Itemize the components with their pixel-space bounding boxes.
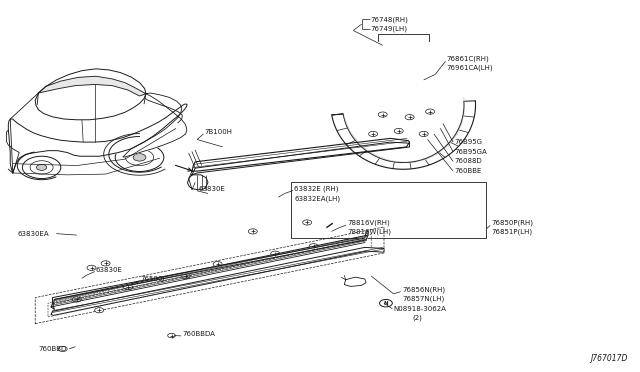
- Polygon shape: [423, 153, 440, 160]
- Text: (2): (2): [413, 315, 422, 321]
- Text: 63832E (RH): 63832E (RH): [294, 186, 339, 192]
- Text: 76748(RH): 76748(RH): [370, 16, 408, 23]
- Text: 78816W(LH): 78816W(LH): [348, 229, 392, 235]
- Circle shape: [380, 299, 392, 307]
- Text: J767017D: J767017D: [590, 354, 627, 363]
- Polygon shape: [397, 162, 416, 163]
- Text: N08918-3062A: N08918-3062A: [394, 306, 447, 312]
- Circle shape: [125, 149, 154, 166]
- Text: 76850P(RH): 76850P(RH): [492, 219, 534, 226]
- Circle shape: [58, 346, 67, 352]
- Polygon shape: [35, 69, 146, 120]
- Circle shape: [101, 261, 110, 266]
- Circle shape: [36, 164, 47, 170]
- Polygon shape: [353, 137, 365, 149]
- Polygon shape: [435, 144, 450, 154]
- Polygon shape: [362, 147, 377, 156]
- Text: N: N: [383, 301, 388, 306]
- Circle shape: [309, 244, 318, 249]
- Circle shape: [30, 161, 53, 174]
- Text: 63832EA(LH): 63832EA(LH): [294, 195, 340, 202]
- Circle shape: [426, 109, 435, 114]
- Circle shape: [271, 251, 280, 256]
- Circle shape: [95, 308, 104, 313]
- Text: 760BBE: 760BBE: [454, 168, 482, 174]
- Polygon shape: [123, 93, 187, 157]
- Text: 760BBDA: 760BBDA: [182, 331, 215, 337]
- Text: 76500J: 76500J: [141, 276, 165, 282]
- Text: 63830E: 63830E: [96, 267, 123, 273]
- Circle shape: [72, 297, 81, 302]
- Polygon shape: [347, 126, 356, 140]
- Polygon shape: [454, 123, 462, 137]
- Polygon shape: [410, 158, 429, 162]
- Polygon shape: [51, 231, 368, 310]
- Polygon shape: [463, 98, 464, 114]
- Circle shape: [394, 128, 403, 134]
- Text: 76961CA(LH): 76961CA(LH): [447, 65, 493, 71]
- Text: 76088D: 76088D: [454, 158, 482, 164]
- Polygon shape: [344, 277, 366, 286]
- Polygon shape: [49, 109, 58, 112]
- Circle shape: [303, 220, 312, 225]
- Circle shape: [87, 265, 96, 270]
- Text: 76B95GA: 76B95GA: [454, 149, 487, 155]
- Circle shape: [133, 154, 146, 161]
- Circle shape: [124, 285, 132, 290]
- Polygon shape: [384, 160, 403, 163]
- Polygon shape: [188, 175, 208, 190]
- Polygon shape: [192, 142, 410, 175]
- Text: 760BBD: 760BBD: [38, 346, 67, 352]
- Circle shape: [115, 143, 164, 171]
- Text: 76B95G: 76B95G: [454, 139, 483, 145]
- Text: 76857N(LH): 76857N(LH): [402, 296, 444, 302]
- Text: 76851P(LH): 76851P(LH): [492, 229, 532, 235]
- Circle shape: [248, 229, 257, 234]
- Circle shape: [378, 112, 387, 117]
- Text: 76861C(RH): 76861C(RH): [447, 55, 490, 62]
- Circle shape: [181, 273, 190, 279]
- Circle shape: [419, 131, 428, 137]
- Text: 76856N(RH): 76856N(RH): [402, 286, 445, 293]
- Circle shape: [213, 262, 222, 267]
- Polygon shape: [8, 104, 187, 173]
- Circle shape: [168, 333, 175, 338]
- Circle shape: [405, 115, 414, 120]
- Polygon shape: [51, 247, 384, 315]
- Circle shape: [369, 131, 378, 137]
- Circle shape: [22, 156, 61, 179]
- Polygon shape: [343, 114, 349, 129]
- Text: 7B100H: 7B100H: [205, 129, 233, 135]
- Polygon shape: [372, 154, 390, 161]
- Text: 63830E: 63830E: [198, 186, 225, 192]
- Text: 76749(LH): 76749(LH): [370, 26, 407, 32]
- Polygon shape: [38, 76, 146, 96]
- Text: 63830EA: 63830EA: [18, 231, 49, 237]
- Polygon shape: [445, 134, 457, 147]
- Text: 78816V(RH): 78816V(RH): [348, 219, 390, 226]
- Polygon shape: [460, 110, 464, 126]
- Polygon shape: [192, 138, 410, 171]
